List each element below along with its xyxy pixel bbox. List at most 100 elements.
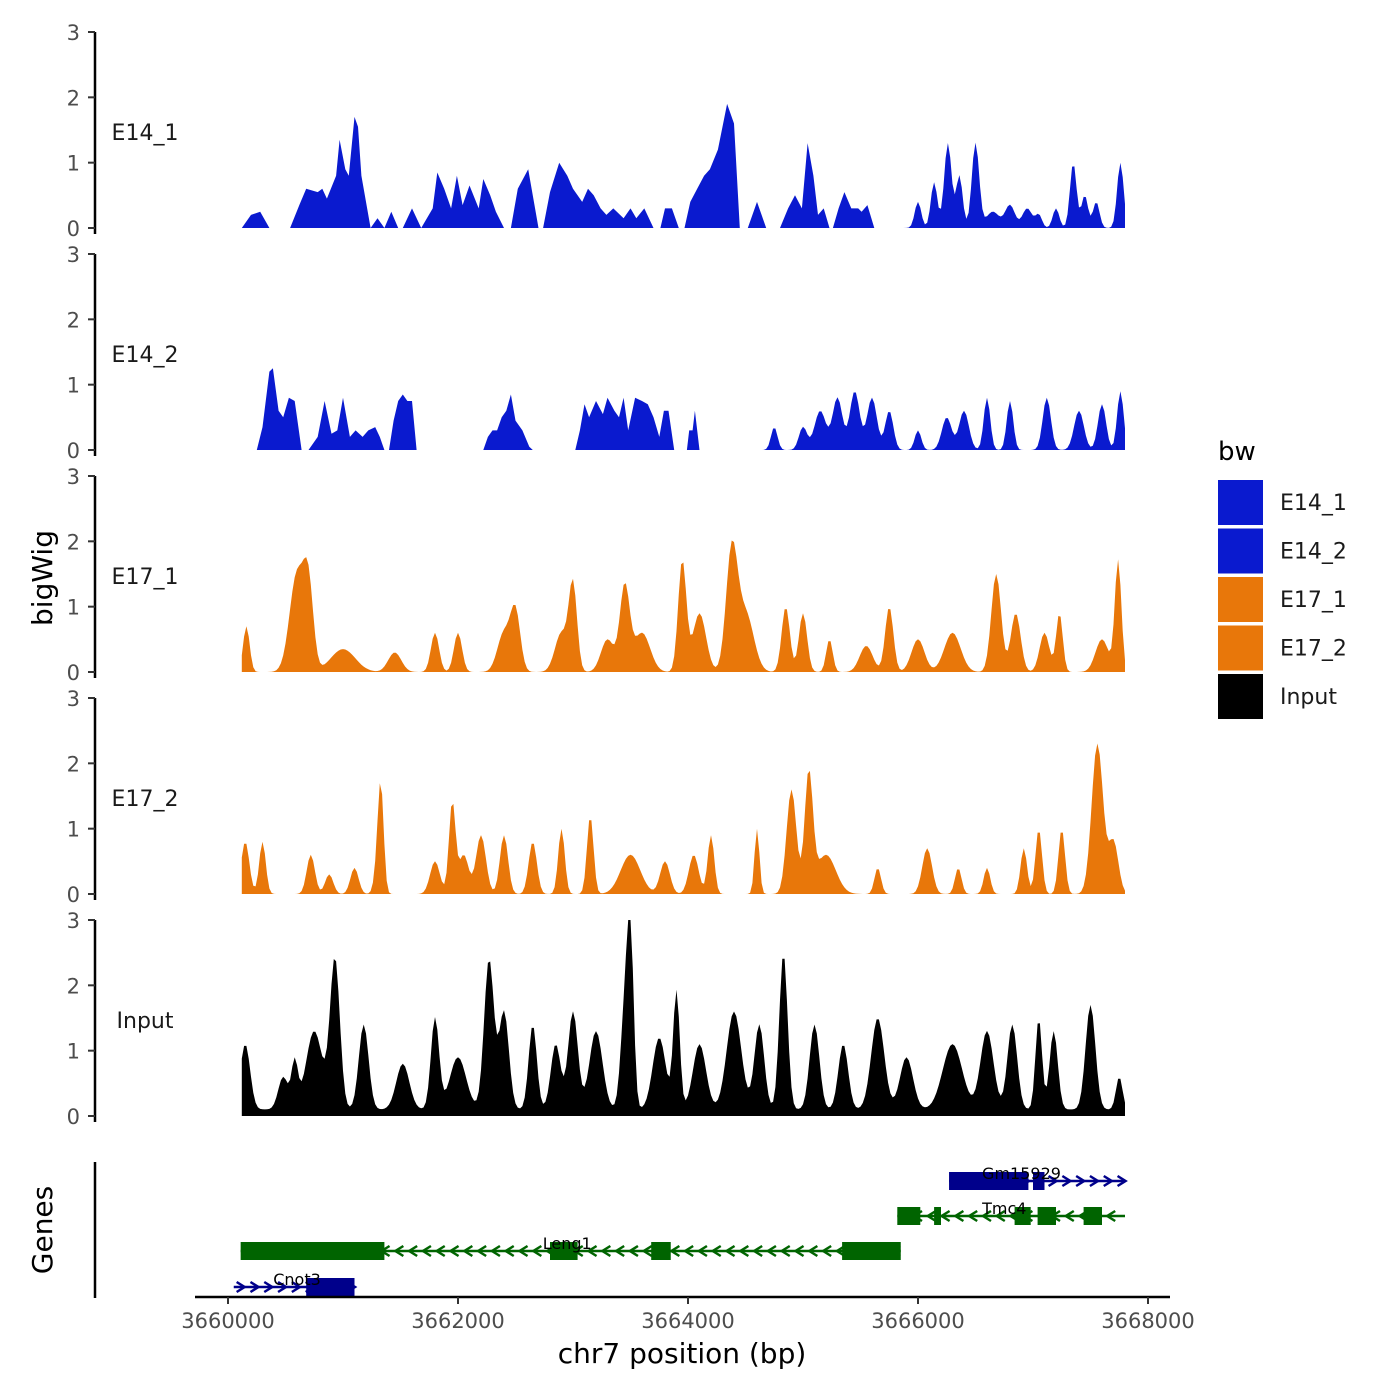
track-E14_1: 0 1 2 3 E14_1: [67, 21, 1126, 241]
genes-layer: Gm15929 Tmc4 Leng1 Cnot3: [93, 1162, 1128, 1298]
signal-area: [256, 368, 1125, 450]
gene-label: Tmc4: [981, 1199, 1026, 1218]
strand-chevron: [765, 1244, 777, 1258]
exon: [651, 1242, 671, 1260]
strand-chevron: [613, 1244, 625, 1258]
track-E17_2: 0 1 2 3 E17_2: [67, 687, 1126, 907]
strand-chevron: [806, 1244, 819, 1258]
strand-chevron: [682, 1244, 694, 1258]
strand-chevron: [249, 1280, 261, 1294]
strand-chevron: [406, 1244, 418, 1258]
legend-label: E14_1: [1280, 491, 1347, 516]
y-tick-label: 2: [67, 974, 80, 998]
legend-title: bw: [1218, 437, 1256, 467]
y-tick-label: 1: [67, 596, 80, 620]
y-tick-label: 0: [67, 439, 80, 463]
y-tick-label: 2: [67, 308, 80, 332]
exon: [306, 1278, 355, 1296]
track-Input: 0 1 2 3 Input: [67, 909, 1126, 1129]
strand-chevron: [503, 1244, 515, 1258]
gene-label: Leng1: [543, 1234, 592, 1253]
strand-chevron: [793, 1244, 805, 1258]
exon: [897, 1207, 921, 1225]
y-tick-label: 1: [67, 152, 80, 176]
signal-area: [241, 920, 1126, 1116]
strand-chevron: [627, 1244, 639, 1258]
legend-label: E14_2: [1280, 540, 1347, 565]
strand-chevron: [291, 1280, 303, 1294]
strand-chevron: [1061, 1174, 1073, 1188]
strand-chevron: [1063, 1209, 1075, 1223]
strand-chevron: [263, 1280, 275, 1294]
signal-area: [241, 103, 1126, 228]
strand-chevron: [420, 1244, 432, 1258]
strand-chevron: [530, 1244, 543, 1258]
legend-label: E17_2: [1280, 637, 1347, 662]
strand-chevron: [1075, 1174, 1087, 1188]
strand-chevron: [392, 1244, 405, 1258]
x-axis-title: chr7 position (bp): [558, 1337, 807, 1370]
y-tick-label: 3: [67, 909, 80, 933]
strand-chevron: [1103, 1174, 1115, 1188]
y-tick-label: 3: [67, 687, 80, 711]
exon: [949, 1172, 1029, 1190]
strand-chevron: [641, 1244, 653, 1258]
signal-area: [241, 743, 1126, 894]
track-label: E17_2: [112, 787, 179, 812]
track-label: E14_2: [112, 343, 179, 368]
y-tick-label: 2: [67, 752, 80, 776]
strand-chevron: [953, 1209, 965, 1223]
track-E14_2: 0 1 2 3 E14_2: [67, 243, 1125, 463]
strand-chevron: [461, 1244, 474, 1258]
strand-chevron: [737, 1244, 750, 1258]
track-label: Input: [117, 1009, 174, 1034]
strand-chevron: [599, 1244, 612, 1258]
y-tick-label: 3: [67, 465, 80, 489]
legend-swatch: [1218, 528, 1263, 574]
track-label: E14_1: [112, 121, 179, 146]
track-label: E17_1: [112, 565, 179, 590]
strand-chevron: [966, 1209, 978, 1223]
strand-chevron: [1047, 1174, 1059, 1188]
legend-swatch: [1218, 480, 1263, 525]
exon: [1037, 1207, 1056, 1225]
strand-chevron: [448, 1244, 460, 1258]
exon: [934, 1207, 941, 1225]
y-tick-label: 1: [67, 1040, 80, 1064]
strand-chevron: [1089, 1174, 1101, 1188]
legend: bw E14_1 E14_2 E17_1 E17_2 Input: [1218, 437, 1347, 719]
strand-chevron: [475, 1244, 487, 1258]
gene-Cnot3: Cnot3: [233, 1270, 358, 1296]
strand-chevron: [668, 1244, 681, 1258]
x-tick-label: 3664000: [641, 1309, 735, 1333]
strand-chevron: [1104, 1209, 1116, 1223]
x-tick-label: 3660000: [181, 1309, 275, 1333]
y-tick-label: 3: [67, 21, 80, 45]
exon: [1014, 1207, 1031, 1225]
strand-chevron: [696, 1244, 708, 1258]
strand-chevron: [517, 1244, 529, 1258]
strand-chevron: [994, 1209, 1006, 1223]
genes-axis-title: Genes: [26, 1186, 59, 1274]
strand-chevron: [235, 1280, 248, 1294]
y-tick-label: 3: [67, 243, 80, 267]
y-axis-title: bigWig: [26, 530, 59, 626]
y-tick-label: 0: [67, 661, 80, 685]
strand-chevron: [724, 1244, 736, 1258]
track-E17_1: 0 1 2 3 E17_1: [67, 465, 1126, 685]
y-tick-label: 0: [67, 217, 80, 241]
y-tick-label: 1: [67, 818, 80, 842]
strand-chevron: [925, 1209, 937, 1223]
y-tick-label: 1: [67, 374, 80, 398]
strand-chevron: [710, 1244, 722, 1258]
x-tick-label: 3668000: [1101, 1309, 1195, 1333]
legend-swatch: [1218, 674, 1263, 719]
strand-chevron: [980, 1209, 992, 1223]
strand-chevron: [779, 1244, 791, 1258]
strand-chevron: [939, 1209, 951, 1223]
strand-chevron: [820, 1244, 832, 1258]
strand-chevron: [489, 1244, 501, 1258]
gene-Tmc4: Tmc4: [897, 1199, 1125, 1225]
strand-chevron: [277, 1280, 289, 1294]
